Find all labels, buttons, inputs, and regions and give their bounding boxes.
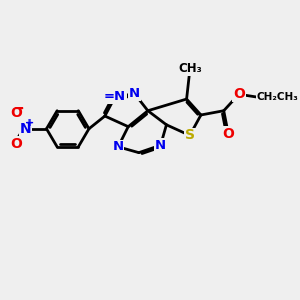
Text: −: −	[15, 103, 24, 114]
Text: O: O	[222, 127, 234, 140]
Text: O: O	[10, 137, 22, 151]
Text: CH₃: CH₃	[178, 62, 202, 75]
Text: +: +	[26, 118, 34, 128]
Text: CH₂CH₃: CH₂CH₃	[256, 92, 298, 102]
Text: O: O	[233, 87, 245, 101]
Text: +: +	[26, 118, 34, 128]
Text: O: O	[10, 106, 22, 120]
Text: N: N	[129, 87, 140, 100]
Text: =N: =N	[104, 90, 126, 104]
Text: N: N	[112, 140, 124, 153]
Text: S: S	[185, 128, 195, 142]
Text: −: −	[14, 102, 24, 115]
Text: N: N	[20, 122, 32, 136]
Text: N: N	[155, 139, 166, 152]
